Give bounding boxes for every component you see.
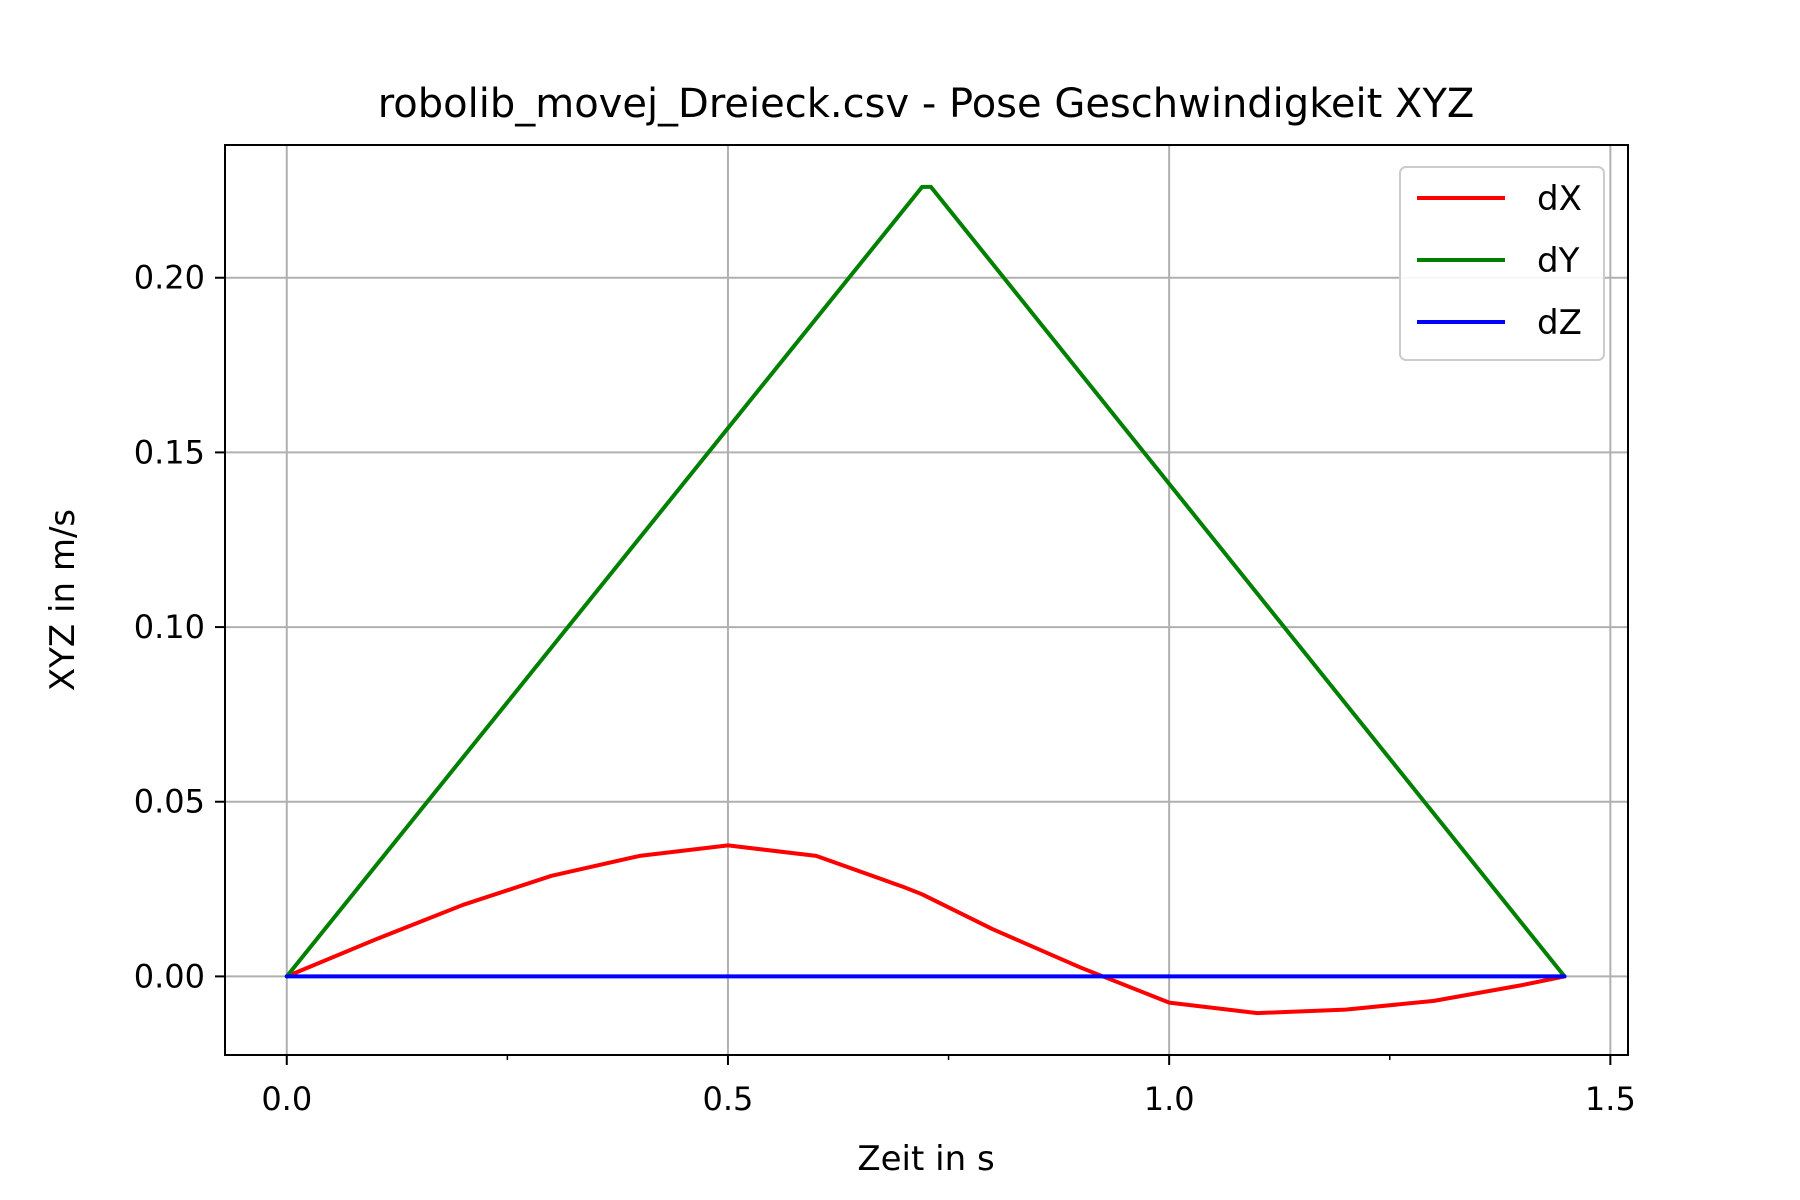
y-tick-label: 0.05 — [134, 783, 205, 821]
y-tick-label: 0.10 — [134, 608, 205, 646]
legend: dX dY dZ — [1399, 166, 1605, 361]
x-tick-label: 1.5 — [1585, 1080, 1636, 1118]
plot-area — [224, 144, 1629, 1056]
legend-label-dx: dX — [1537, 179, 1582, 219]
legend-entry: dY — [1417, 241, 1580, 281]
x-tick-label: 1.0 — [1144, 1080, 1195, 1118]
legend-entry: dX — [1417, 179, 1582, 219]
y-tick-label: 0.15 — [134, 433, 205, 471]
legend-box — [1399, 166, 1605, 361]
series-line-dy — [284, 184, 1567, 979]
series-layer — [284, 184, 1567, 1016]
chart-title: robolib_movej_Dreieck.csv - Pose Geschwi… — [378, 81, 1475, 127]
legend-entry: dZ — [1417, 303, 1582, 343]
x-axis: 0.0 0.5 1.0 1.5 — [261, 1055, 1636, 1118]
plot-background — [225, 145, 1628, 1055]
plot-frame — [224, 144, 1629, 1056]
y-tick-label: 0.00 — [134, 957, 205, 995]
x-tick-label: 0.0 — [261, 1080, 312, 1118]
series-line-dx — [284, 843, 1567, 1016]
y-axis-label: XYZ in m/s — [43, 509, 83, 691]
x-axis-label: Zeit in s — [857, 1139, 994, 1179]
x-tick-label: 0.5 — [703, 1080, 754, 1118]
legend-label-dz: dZ — [1537, 303, 1582, 343]
y-tick-label: 0.20 — [134, 259, 205, 297]
y-axis: 0.00 0.05 0.10 0.15 0.20 — [134, 259, 225, 995]
legend-label-dy: dY — [1537, 241, 1580, 281]
